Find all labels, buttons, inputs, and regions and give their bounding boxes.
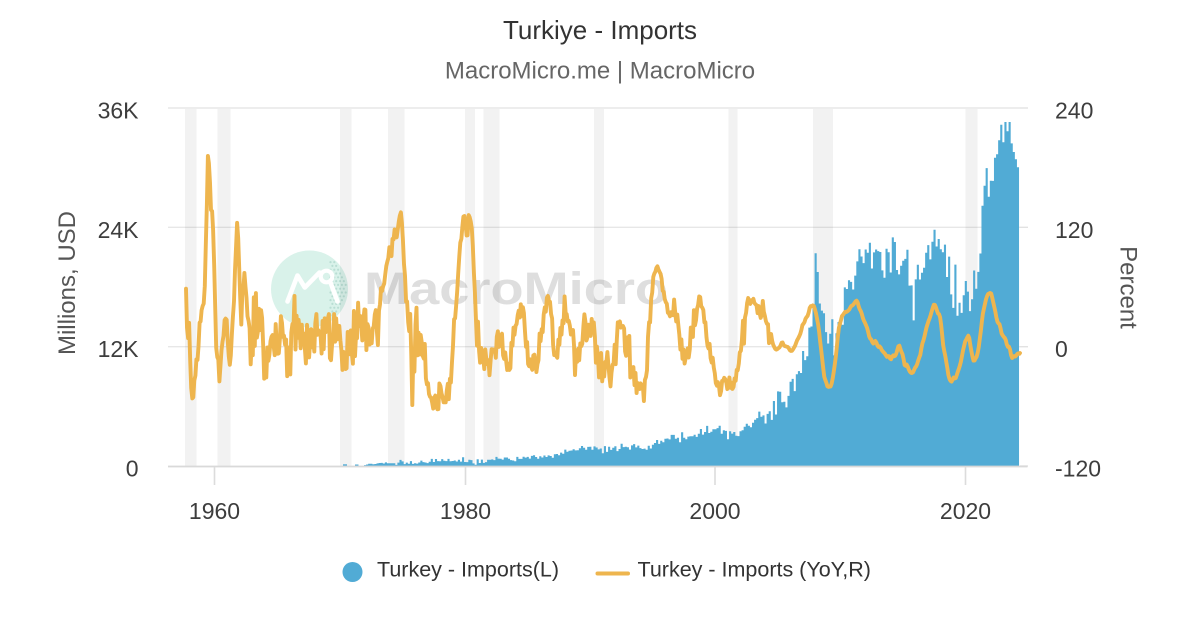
svg-text:120: 120 — [1055, 217, 1093, 243]
svg-text:Millions, USD: Millions, USD — [54, 211, 81, 355]
svg-text:Percent: Percent — [1115, 246, 1142, 329]
svg-text:Turkey - Imports (YoY,R): Turkey - Imports (YoY,R) — [638, 558, 871, 582]
svg-text:24K: 24K — [98, 217, 140, 243]
svg-text:2020: 2020 — [940, 498, 991, 524]
svg-text:0: 0 — [1055, 336, 1068, 362]
svg-text:MacroMicro: MacroMicro — [364, 263, 668, 314]
svg-text:Turkiye - Imports: Turkiye - Imports — [503, 15, 697, 45]
svg-text:2000: 2000 — [689, 498, 740, 524]
svg-text:1960: 1960 — [189, 498, 240, 524]
svg-text:12K: 12K — [98, 336, 140, 362]
svg-text:1980: 1980 — [440, 498, 491, 524]
svg-text:0: 0 — [126, 456, 139, 482]
svg-text:240: 240 — [1055, 98, 1093, 124]
svg-text:36K: 36K — [98, 98, 140, 124]
svg-text:MacroMicro.me | MacroMicro: MacroMicro.me | MacroMicro — [445, 58, 755, 85]
svg-text:-120: -120 — [1055, 456, 1101, 482]
svg-text:Turkey - Imports(L): Turkey - Imports(L) — [377, 558, 559, 582]
